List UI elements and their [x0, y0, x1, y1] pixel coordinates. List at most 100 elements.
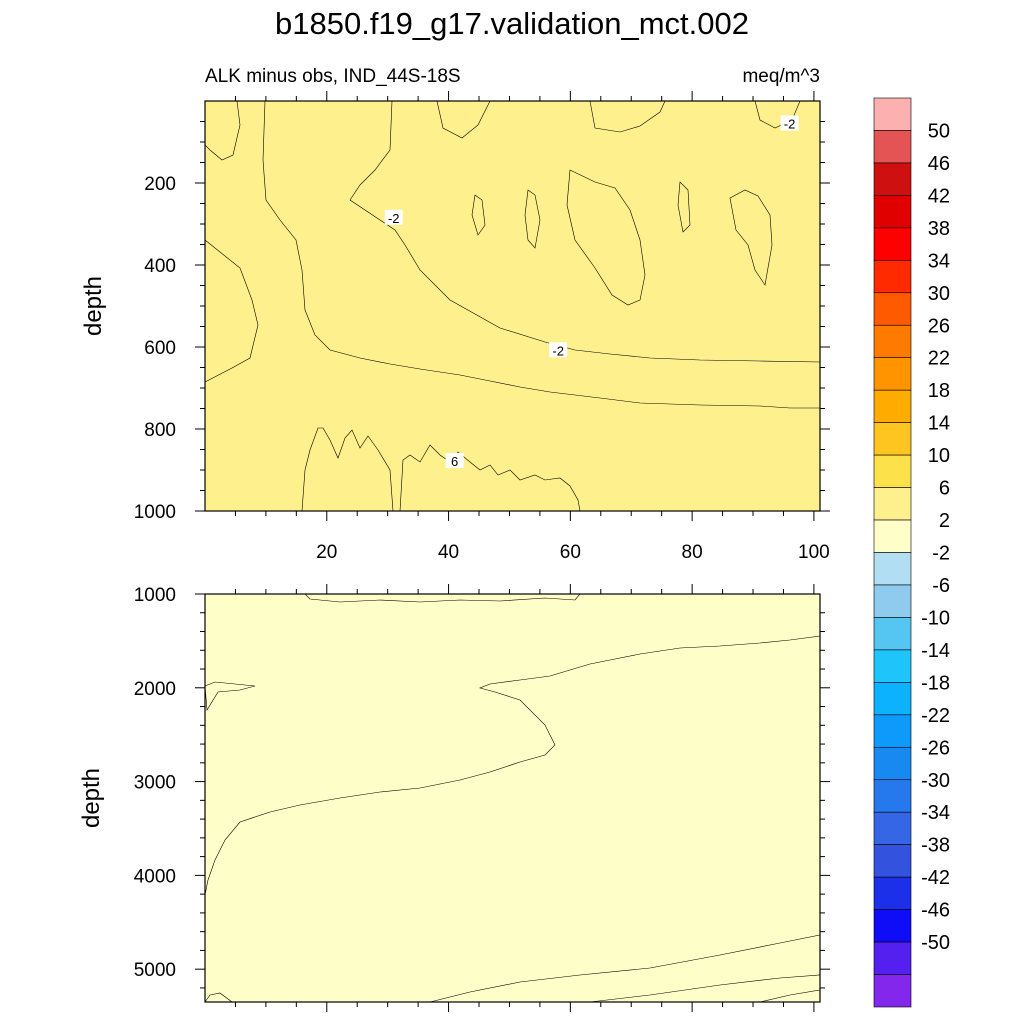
colorbar-swatch: [873, 941, 912, 975]
top-band-2-6: [205, 101, 820, 511]
y-tick-label: 1000: [134, 585, 176, 606]
colorbar-label: 2: [939, 510, 950, 532]
top-band-6-10-surface: [204, 100, 241, 161]
colorbar-label: -30: [921, 770, 950, 792]
contour-label-bg: [445, 452, 464, 468]
y-tick-label: 4000: [134, 866, 176, 887]
colorbar-swatch: [873, 746, 912, 781]
colorbar-label: 30: [928, 283, 950, 305]
bottom-band-6-10-top: [304, 593, 581, 603]
top-panel: ALK minus obs, IND_44S-18S meq/m^3 -2 -2 -…: [80, 66, 830, 563]
colorbar-label: -38: [921, 835, 950, 857]
colorbar-label: 14: [928, 413, 950, 435]
colorbar-label: 22: [928, 348, 950, 370]
x-tick-label: 20: [316, 542, 337, 563]
colorbar-label: 6: [939, 478, 950, 500]
colorbar-label: -14: [921, 640, 950, 662]
y-tick-label: 2000: [134, 679, 176, 700]
colorbar-swatch: [873, 389, 912, 423]
y-tick-label: 200: [144, 174, 176, 195]
top-band-minus10-minus6-b: [729, 189, 773, 286]
contour-label-text: -2: [388, 211, 400, 226]
top-band-minus2-2: [262, 100, 821, 409]
colorbar-swatch: [873, 844, 912, 878]
top-band-minus10-minus6-c: [524, 189, 541, 249]
colorbar-swatch: [873, 324, 912, 359]
colorbar: 50 46 42 38 34 30 26 22 18 14 10 6 2 -2 -6 -10 -14 -18 -22…: [873, 97, 950, 1008]
bottom-panel: depth 1000 2000 3000 4000 5000: [78, 584, 830, 1012]
colorbar-swatch: [873, 974, 912, 1008]
colorbar-swatch: [873, 811, 912, 845]
bottom-plot-frame: [204, 593, 821, 1003]
colorbar-swatch: [873, 649, 912, 683]
colorbar-swatch: [873, 487, 912, 521]
bottom-ylabel: depth: [78, 768, 105, 828]
colorbar-label: -18: [921, 672, 950, 694]
colorbar-swatch: [873, 292, 912, 326]
contour-label: 6: [445, 452, 464, 469]
colorbar-label: -34: [921, 802, 950, 824]
x-tick-label: 60: [560, 542, 581, 563]
top-contour-fill: [204, 100, 821, 512]
colorbar-swatch: [873, 552, 912, 586]
contour-label-text: -2: [552, 343, 564, 358]
bottom-axis-ticks: 1000 2000 3000 4000 5000: [134, 584, 830, 1012]
x-tick-label: 100: [798, 542, 830, 563]
colorbar-swatch: [873, 422, 912, 456]
colorbar-label: 50: [928, 120, 950, 142]
bottom-band-minus2-2-pocket: [204, 681, 256, 711]
top-band-minus10-minus6-e: [677, 181, 691, 233]
contour-label: -2: [780, 115, 799, 132]
x-tick-label: 40: [438, 542, 459, 563]
top-band-minus2-2-left: [204, 239, 259, 383]
colorbar-swatch: [873, 876, 912, 910]
bottom-band-minus2-2: [205, 594, 820, 1002]
colorbar-swatch: [873, 682, 912, 716]
colorbar-label: -50: [921, 932, 950, 954]
contour-label: -2: [384, 209, 403, 226]
colorbar-swatch: [873, 227, 912, 261]
top-axis-ticks: 20 40 60 80 100 200 400 600 800 1000: [134, 91, 830, 563]
colorbar-swatch: [873, 162, 912, 196]
y-tick-label: 1000: [134, 502, 176, 523]
colorbar-swatch: [873, 714, 912, 748]
colorbar-swatch: [873, 357, 912, 391]
top-band-6-10-deep: [301, 427, 394, 512]
top-ylabel: depth: [80, 276, 107, 336]
colorbar-label: -26: [921, 737, 950, 759]
bottom-contour-fill: [204, 593, 821, 1003]
colorbar-swatch: [873, 97, 912, 131]
colorbar-label: 42: [928, 185, 950, 207]
bottom-band-2-6: [204, 593, 821, 896]
y-tick-label: 5000: [134, 960, 176, 981]
x-tick-label: 80: [682, 542, 703, 563]
colorbar-label: -10: [921, 607, 950, 629]
top-band-minus10-minus6-d: [471, 194, 486, 236]
colorbar-swatch: [873, 617, 912, 651]
colorbar-label: 26: [928, 315, 950, 337]
contour-label: -2: [549, 342, 568, 358]
colorbar-swatch: [873, 130, 912, 164]
contour-label-text: 6: [451, 454, 458, 469]
contour-label-bg: [384, 209, 403, 225]
colorbar-label: 34: [928, 250, 950, 272]
colorbar-swatch: [873, 909, 912, 943]
colorbar-swatch: [873, 584, 912, 618]
colorbar-swatch: [873, 195, 912, 229]
colorbar-label: 18: [928, 380, 950, 402]
top-subtitle-right: meq/m^3: [742, 66, 820, 87]
chart-title: b1850.f19_g17.validation_mct.002: [275, 6, 749, 41]
colorbar-label: 46: [928, 153, 950, 175]
top-band-minus10-minus6-a: [566, 169, 646, 306]
colorbar-label: -42: [921, 867, 950, 889]
contour-label-bg: [780, 115, 799, 131]
colorbar-swatch: [873, 519, 912, 553]
y-tick-label: 800: [144, 420, 176, 441]
colorbar-swatch: [873, 260, 912, 294]
contour-label-text: -2: [784, 117, 796, 132]
colorbar-label: -2: [932, 543, 950, 565]
colorbar-swatch: [873, 779, 912, 813]
colorbar-swatch: [873, 454, 912, 488]
top-band-6-10-deep2: [399, 444, 581, 512]
